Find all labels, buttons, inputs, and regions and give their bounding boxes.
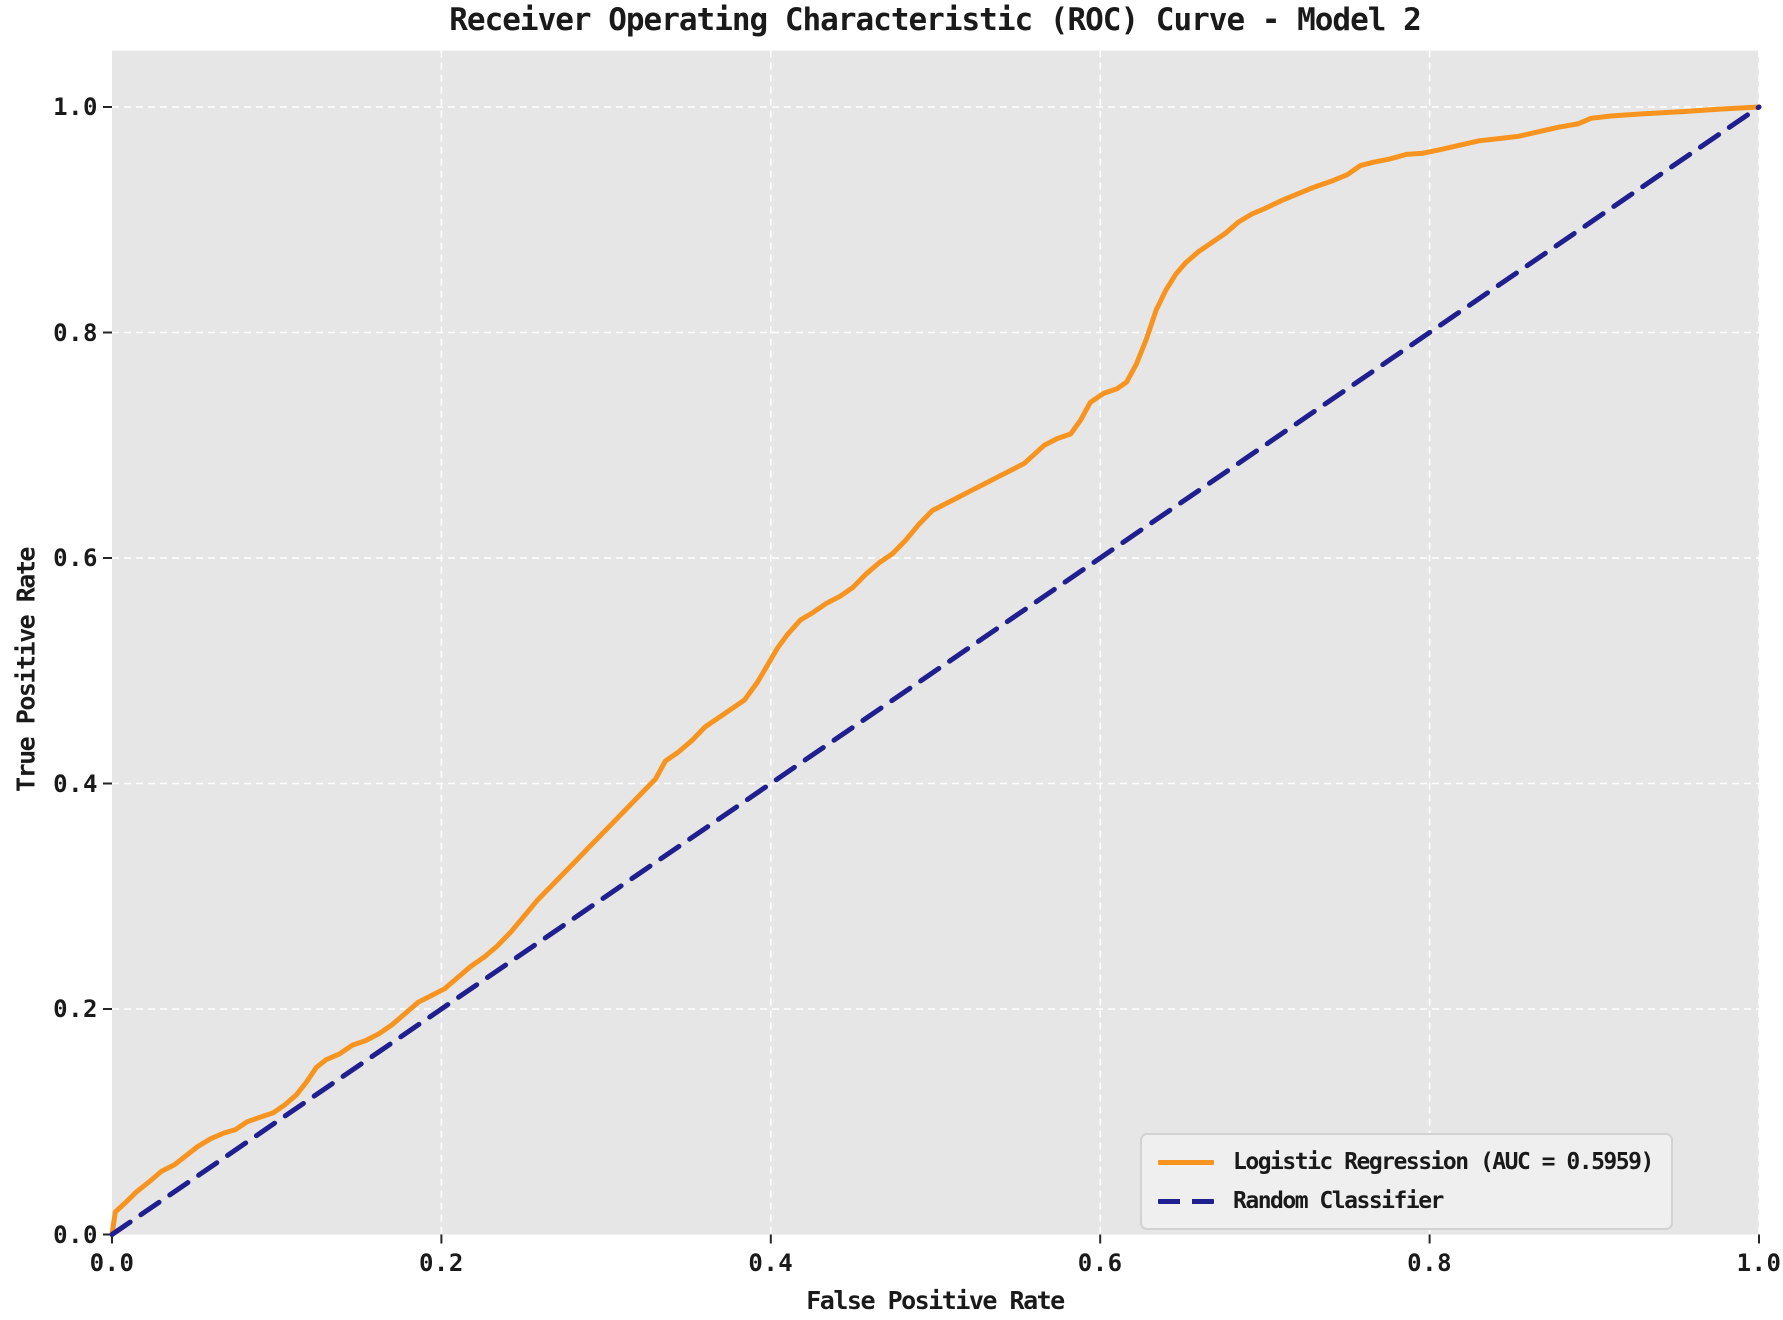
chart-title: Receiver Operating Characteristic (ROC) … xyxy=(449,2,1421,38)
y-tick-label: 0.4 xyxy=(53,769,98,798)
random-classifier-line xyxy=(109,104,1762,1237)
x-tick-label: 0.6 xyxy=(1077,1248,1123,1277)
roc-curve-line xyxy=(109,104,1762,1237)
x-axis-label: False Positive Rate xyxy=(806,1286,1065,1315)
x-tick-label: 0.4 xyxy=(748,1248,794,1277)
x-tick-label: 0.8 xyxy=(1407,1248,1453,1277)
y-tick-label: 0.8 xyxy=(53,318,98,347)
legend-box: Logistic Regression (AUC = 0.5959) Rando… xyxy=(1140,1133,1673,1230)
legend-line-sample-solid-icon xyxy=(1158,1159,1214,1165)
y-axis-label: True Positive Rate xyxy=(11,548,41,792)
x-tick-label: 1.0 xyxy=(1736,1248,1782,1277)
y-tick-label: 1.0 xyxy=(53,93,98,121)
x-tick-label: 0.2 xyxy=(418,1248,464,1277)
legend-item-logistic-regression: Logistic Regression (AUC = 0.5959) xyxy=(1158,1147,1654,1177)
legend-item-label: Logistic Regression (AUC = 0.5959) xyxy=(1233,1149,1654,1175)
legend-item-label: Random Classifier xyxy=(1233,1188,1444,1214)
y-tick-label: 0.0 xyxy=(53,1220,98,1249)
y-tick-label: 0.6 xyxy=(53,544,98,572)
y-tick-label: 0.2 xyxy=(53,995,98,1023)
x-tick-label: 0.0 xyxy=(89,1248,135,1277)
plot-area xyxy=(112,50,1759,1235)
legend-line-sample-dashed-icon xyxy=(1158,1198,1214,1204)
legend-item-random-classifier: Random Classifier xyxy=(1158,1186,1653,1216)
